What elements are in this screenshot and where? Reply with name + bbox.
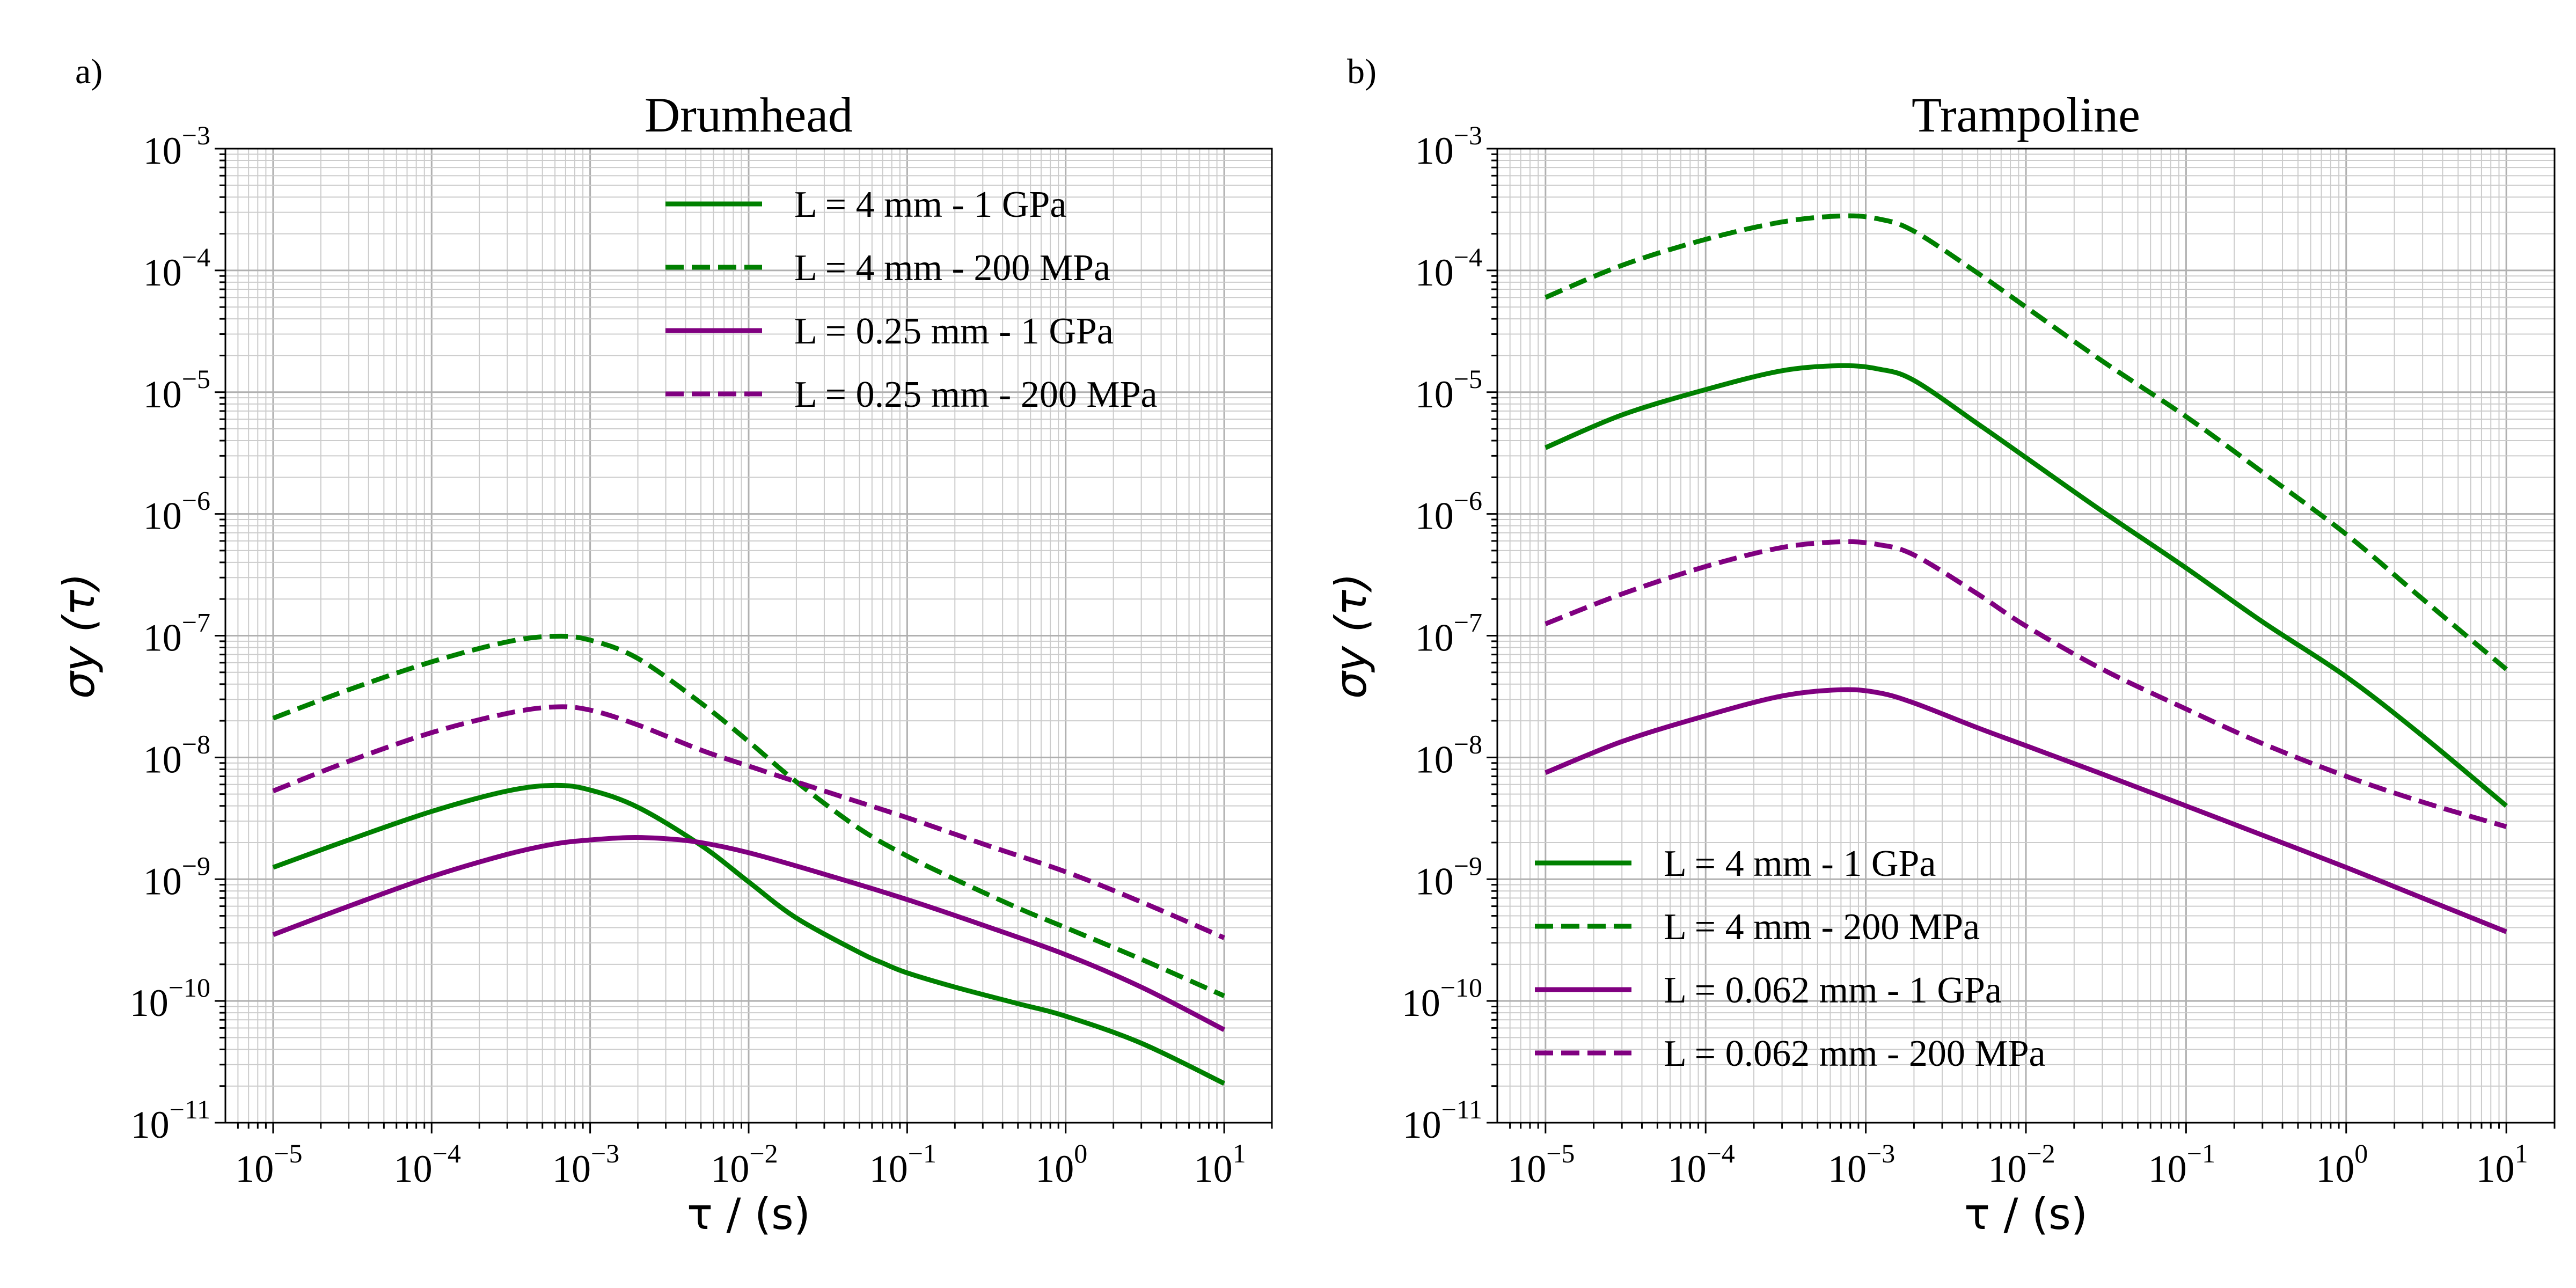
x-tick-label: 10−1 [869, 1138, 936, 1190]
y-tick-label: 10−9 [143, 851, 210, 903]
series-line-3 [1545, 687, 2507, 934]
legend-b: L = 4 mm - 1 GPa L = 4 mm - 200 MPa L = 0.… [1535, 843, 2046, 1074]
ticks-b: 10−5 10−4 10−3 10−2 10−1 100 101 10−11 10−10 10−9… [1402, 120, 2556, 1190]
ticks-a: 10−5 10−4 10−3 10−2 10−1 100 101 10−11 10−10 10−9… [130, 120, 1273, 1190]
series-group-a [272, 633, 1226, 1086]
x-tick-label: 100 [1035, 1138, 1087, 1190]
x-tick-label: 10−2 [711, 1138, 778, 1190]
legend-a: L = 4 mm - 1 GPa L = 4 mm - 200 MPa L = 0.… [665, 184, 1158, 415]
legend-label-4: L = 0.25 mm - 200 MPa [794, 374, 1158, 415]
series-line-4 [1545, 539, 2507, 829]
legend-label-1: L = 4 mm - 1 GPa [1664, 843, 1936, 884]
x-tick-label: 10−5 [235, 1138, 302, 1190]
legend-label-3: L = 0.062 mm - 1 GPa [1664, 970, 2002, 1011]
x-tick-label: 10−5 [1507, 1138, 1575, 1190]
y-tick-label: 10−8 [143, 729, 210, 781]
y-tick-label: 10−10 [1402, 972, 1482, 1024]
panel-a: a) Drumhead 10−5 10−4 10−3 10−2 10−1 100 10110… [54, 52, 1273, 1239]
x-tick-label: 100 [2316, 1138, 2368, 1190]
y-tick-label: 10−4 [143, 242, 210, 294]
series-line-3 [272, 835, 1226, 1032]
panel-label-b: b) [1347, 52, 1377, 91]
series-group-b [1545, 213, 2508, 934]
legend-label-4: L = 0.062 mm - 200 MPa [1664, 1033, 2046, 1074]
series-line-2 [1545, 213, 2508, 671]
panel-label-a: a) [75, 52, 103, 91]
legend-label-3: L = 0.25 mm - 1 GPa [794, 311, 1114, 352]
series-line-1 [272, 782, 1226, 1086]
y-tick-label: 10−3 [1415, 120, 1482, 172]
x-tick-label: 101 [2476, 1138, 2528, 1190]
x-tick-label: 10−4 [394, 1138, 461, 1190]
grid-a [225, 148, 1272, 1124]
y-tick-label: 10−5 [1415, 364, 1482, 416]
y-tick-label: 10−6 [1415, 486, 1482, 538]
y-tick-label: 10−8 [1415, 729, 1482, 781]
series-line-4 [272, 704, 1225, 940]
panel-b: b) Trampoline 10−5 10−4 10−3 10−2 10−1 100 101… [1326, 52, 2556, 1239]
y-tick-label: 10−7 [143, 608, 210, 660]
y-tick-label: 10−5 [143, 364, 210, 416]
x-tick-label: 10−1 [2148, 1138, 2215, 1190]
legend-label-1: L = 4 mm - 1 GPa [794, 184, 1066, 225]
chart-title-a: Drumhead [645, 87, 853, 142]
x-tick-label: 10−4 [1668, 1138, 1735, 1190]
legend-label-2: L = 4 mm - 200 MPa [794, 247, 1110, 289]
chart-title-b: Trampoline [1912, 87, 2140, 142]
x-axis-label-a: τ / (s) [687, 1189, 810, 1239]
y-tick-label: 10−4 [1415, 242, 1482, 294]
y-tick-label: 10−6 [143, 486, 210, 538]
y-tick-label: 10−10 [130, 972, 210, 1024]
series-line-1 [1545, 363, 2508, 808]
x-axis-label-b: τ / (s) [1964, 1189, 2088, 1239]
y-tick-label: 10−3 [143, 120, 210, 172]
series-line-2 [272, 633, 1225, 998]
y-tick-label: 10−9 [1415, 851, 1482, 903]
legend-label-2: L = 4 mm - 200 MPa [1664, 906, 1980, 948]
x-tick-label: 10−2 [1988, 1138, 2055, 1190]
x-tick-label: 101 [1194, 1138, 1246, 1190]
y-tick-label: 10−7 [1415, 608, 1482, 660]
y-axis-label-a: σy (τ) [54, 573, 104, 699]
x-tick-label: 10−3 [1828, 1138, 1895, 1190]
y-tick-label: 10−11 [131, 1094, 210, 1146]
x-tick-label: 10−3 [552, 1138, 619, 1190]
y-tick-label: 10−11 [1403, 1094, 1482, 1146]
y-axis-label-b: σy (τ) [1326, 573, 1376, 699]
